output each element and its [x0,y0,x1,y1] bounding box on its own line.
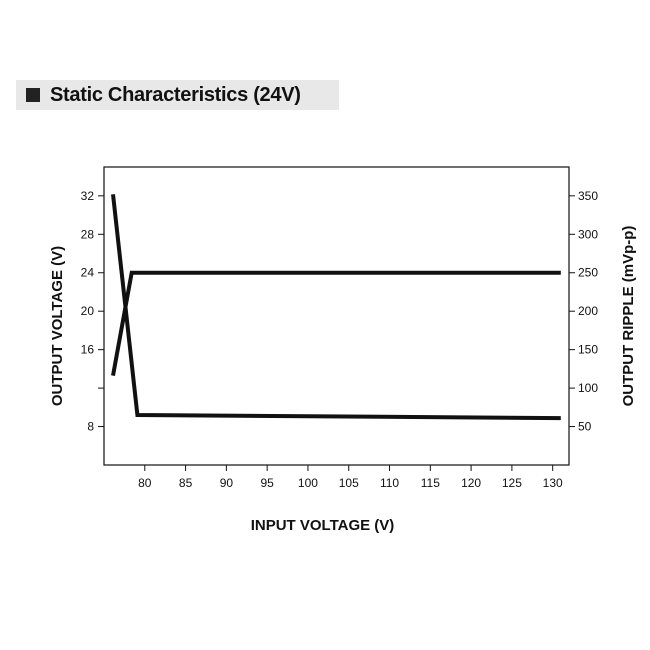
x-axis-title: INPUT VOLTAGE (V) [251,517,395,534]
y-right-tick-label: 200 [578,304,598,318]
x-tick-label: 120 [461,476,481,490]
chart-title: Static Characteristics (24V) [50,83,301,106]
chart-title-bar: Static Characteristics (24V) [16,80,339,110]
square-bullet-icon [26,88,40,102]
y-right-tick-label: 150 [578,343,598,357]
x-tick-label: 130 [543,476,563,490]
x-tick-label: 125 [502,476,522,490]
output-ripple-line [111,194,561,421]
output-voltage-line [111,270,561,376]
y-right-tick-label: 100 [578,381,598,395]
y-right-axis-title: OUTPUT RIPPLE (mVp-p) [620,226,637,407]
y-left-tick-label: 24 [81,266,95,280]
y-right-tick-label: 350 [578,189,598,203]
x-tick-label: 105 [339,476,359,490]
x-tick-label: 110 [380,476,399,490]
x-tick-label: 90 [220,476,234,490]
y-right-tick-label: 250 [578,266,598,280]
x-tick-label: 115 [421,476,440,490]
y-left-axis-title: OUTPUT VOLTAGE (V) [49,246,66,406]
y-right-tick-label: 300 [578,227,598,241]
y-left-tick-label: 32 [81,189,95,203]
x-tick-label: 100 [298,476,318,490]
x-tick-label: 85 [179,476,193,490]
y-right-tick-label: 50 [578,420,592,434]
x-tick-label: 95 [260,476,274,490]
y-left-tick-label: 8 [87,420,94,434]
y-left-tick-label: 28 [81,227,95,241]
y-left-tick-label: 20 [81,304,95,318]
y-left-tick-label: 16 [81,343,95,357]
plot-frame [103,166,570,466]
x-tick-label: 80 [138,476,152,490]
